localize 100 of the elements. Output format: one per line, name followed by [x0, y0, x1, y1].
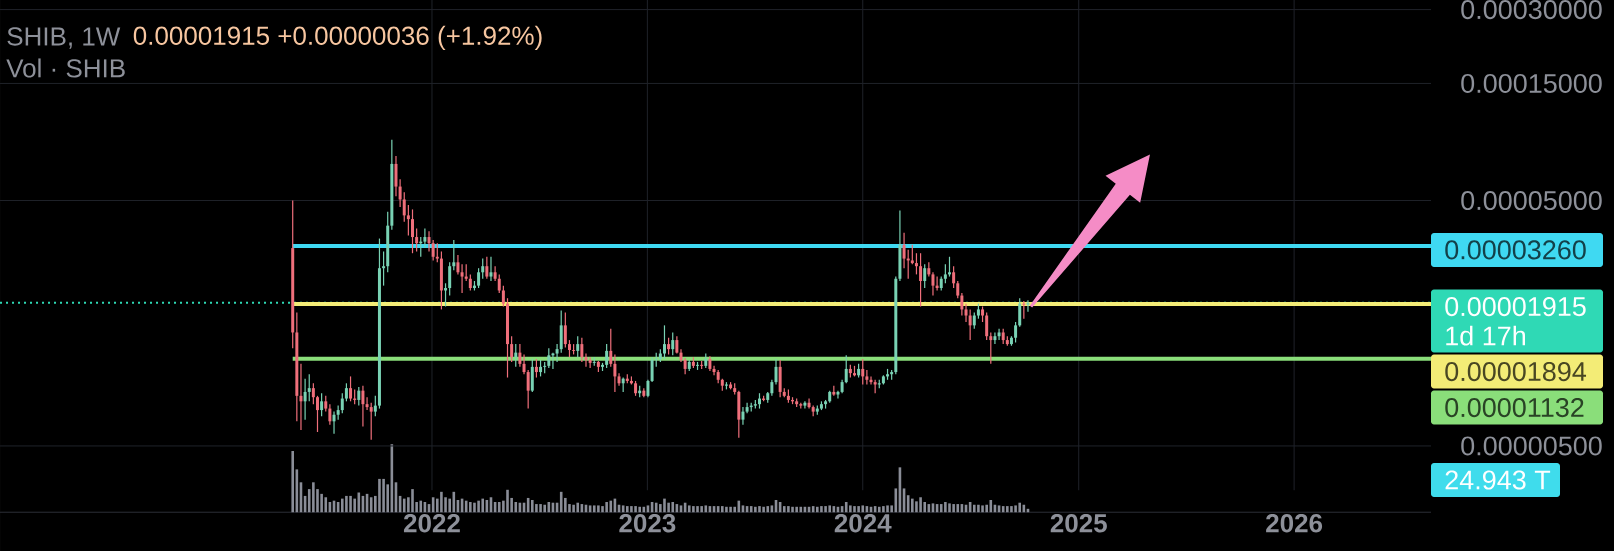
- candlestick: [563, 311, 567, 349]
- bar: [762, 506, 765, 513]
- candlestick: [919, 252, 923, 308]
- bar: [749, 506, 753, 513]
- candlestick: [605, 343, 609, 369]
- bar: [754, 506, 757, 513]
- candlestick: [311, 382, 315, 405]
- ref-line-label: 0.00001894: [1445, 362, 1587, 382]
- candlestick: [923, 263, 927, 289]
- bar: [559, 491, 563, 513]
- bar: [721, 506, 724, 513]
- candlestick: [1018, 297, 1022, 328]
- bar: [411, 489, 414, 513]
- bar: [861, 505, 865, 513]
- x-tick-label: 2025: [1050, 514, 1107, 533]
- candlestick: [510, 335, 514, 363]
- candlestick: [943, 263, 947, 284]
- candlestick: [377, 237, 381, 410]
- bar: [985, 504, 988, 513]
- bar: [766, 506, 770, 513]
- candlestick: [997, 328, 1001, 341]
- candlestick: [349, 375, 353, 402]
- candlestick: [365, 396, 369, 411]
- candlestick: [985, 311, 989, 341]
- bar: [733, 506, 736, 513]
- bar: [882, 506, 885, 513]
- bar: [692, 506, 695, 513]
- bar: [886, 505, 889, 513]
- candlestick: [431, 239, 435, 262]
- bar: [473, 502, 476, 513]
- bar: [448, 498, 451, 513]
- bar: [782, 506, 786, 513]
- candlestick: [489, 256, 493, 282]
- candlestick: [307, 373, 311, 402]
- text: 24.943 T: [1445, 470, 1551, 490]
- candlestick: [299, 363, 303, 431]
- candlestick: [580, 337, 584, 363]
- bar: [787, 506, 790, 513]
- bar: [630, 506, 633, 513]
- bar: [340, 498, 344, 513]
- bar: [919, 497, 922, 513]
- bar: [539, 504, 542, 513]
- candlestick: [481, 257, 485, 280]
- candlestick: [394, 155, 398, 197]
- bar: [911, 498, 914, 513]
- candlestick: [836, 390, 840, 400]
- candlestick: [411, 208, 414, 254]
- candlestick: [1026, 299, 1030, 313]
- candlestick: [712, 365, 716, 376]
- bar: [530, 499, 534, 513]
- text: 1d 17h: [1446, 325, 1525, 346]
- candlestick: [398, 178, 402, 208]
- bar: [312, 482, 315, 513]
- candlestick: [344, 382, 348, 402]
- bar: [952, 504, 955, 513]
- bar: [324, 497, 328, 513]
- bar: [799, 506, 803, 513]
- bar: [634, 506, 637, 513]
- candlestick: [741, 406, 745, 426]
- candlestick: [456, 254, 460, 275]
- bar: [704, 505, 708, 513]
- bar: [977, 504, 980, 513]
- candlestick: [439, 250, 443, 311]
- candlestick: [485, 256, 489, 280]
- bar: [844, 502, 848, 513]
- bar: [514, 502, 518, 513]
- candlestick: [547, 347, 551, 369]
- candlestick: [910, 244, 914, 265]
- candlestick: [588, 356, 592, 369]
- candlestick: [534, 358, 538, 379]
- candlestick: [931, 271, 935, 297]
- bar: [605, 502, 608, 513]
- bar: [609, 500, 613, 513]
- candlestick: [696, 361, 700, 371]
- bar: [700, 506, 703, 513]
- candlestick: [386, 211, 390, 273]
- bar: [791, 506, 794, 513]
- bar: [981, 505, 984, 513]
- candlestick: [914, 252, 918, 275]
- candlestick: [295, 311, 299, 422]
- y-tick-label: 0.00000500: [1461, 436, 1602, 456]
- candlestick: [968, 308, 972, 341]
- bar: [944, 502, 947, 513]
- candlestick: [1014, 321, 1018, 344]
- ref-line-label: 0.00003260: [1445, 240, 1586, 260]
- bar: [497, 502, 501, 513]
- bar: [824, 506, 827, 513]
- bar: [592, 505, 596, 513]
- candlestick: [406, 204, 410, 237]
- candlestick: [328, 403, 332, 426]
- candlestick: [390, 139, 394, 231]
- bar: [378, 478, 381, 513]
- candlestick: [601, 362, 605, 372]
- bar: [477, 500, 480, 513]
- candlestick: [662, 324, 666, 360]
- candlestick: [650, 356, 654, 383]
- candlestick: [382, 250, 386, 287]
- candlestick: [894, 275, 898, 375]
- bar: [667, 502, 670, 513]
- bar: [601, 506, 604, 513]
